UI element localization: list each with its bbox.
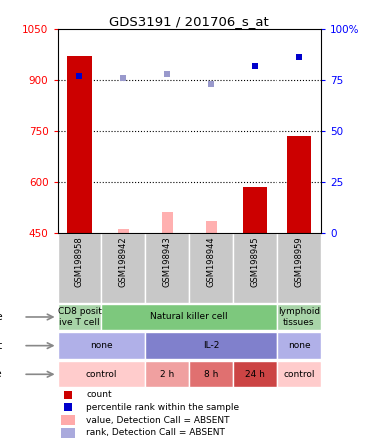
Text: control: control — [86, 370, 117, 379]
Bar — [243, 187, 267, 233]
Bar — [233, 233, 277, 303]
Bar — [101, 304, 277, 330]
Bar — [145, 333, 277, 359]
Text: rank, Detection Call = ABSENT: rank, Detection Call = ABSENT — [86, 428, 225, 437]
Text: Natural killer cell: Natural killer cell — [150, 313, 228, 321]
Text: GSM198959: GSM198959 — [295, 236, 303, 287]
Text: GSM198945: GSM198945 — [250, 236, 260, 287]
Bar — [189, 233, 233, 303]
Text: time: time — [0, 369, 2, 379]
Text: GSM198958: GSM198958 — [75, 236, 84, 287]
Text: GSM198942: GSM198942 — [119, 236, 128, 287]
Text: GSM198943: GSM198943 — [163, 236, 172, 287]
Bar — [277, 333, 321, 359]
Bar — [62, 428, 75, 438]
Text: CD8 posit
ive T cell: CD8 posit ive T cell — [58, 307, 101, 327]
Text: IL-2: IL-2 — [203, 341, 219, 350]
Bar — [68, 56, 92, 233]
Bar — [206, 221, 217, 233]
Bar — [101, 233, 145, 303]
Bar — [58, 304, 101, 330]
Text: none: none — [288, 341, 310, 350]
Bar — [277, 233, 321, 303]
Text: none: none — [90, 341, 113, 350]
Text: percentile rank within the sample: percentile rank within the sample — [86, 403, 240, 412]
Bar — [287, 136, 311, 233]
Bar — [58, 333, 145, 359]
Bar — [233, 361, 277, 388]
Bar — [58, 233, 101, 303]
Text: agent: agent — [0, 341, 2, 351]
Title: GDS3191 / 201706_s_at: GDS3191 / 201706_s_at — [109, 15, 269, 28]
Bar — [277, 304, 321, 330]
Bar — [118, 229, 129, 233]
Text: GSM198944: GSM198944 — [207, 236, 216, 287]
Text: lymphoid
tissues: lymphoid tissues — [278, 307, 320, 327]
Bar — [145, 233, 189, 303]
Text: count: count — [86, 390, 112, 399]
Bar — [62, 415, 75, 425]
Text: control: control — [283, 370, 315, 379]
Bar — [189, 361, 233, 388]
Bar — [145, 361, 189, 388]
Text: 8 h: 8 h — [204, 370, 219, 379]
Text: cell type: cell type — [0, 312, 2, 322]
Text: 24 h: 24 h — [245, 370, 265, 379]
Text: 2 h: 2 h — [160, 370, 174, 379]
Text: value, Detection Call = ABSENT: value, Detection Call = ABSENT — [86, 416, 230, 425]
Bar — [277, 361, 321, 388]
Bar — [162, 212, 173, 233]
Bar — [58, 361, 145, 388]
